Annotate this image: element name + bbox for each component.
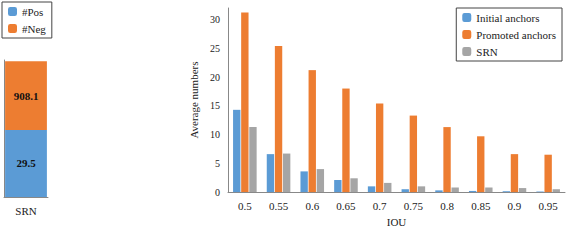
svg-text:0.6: 0.6 [305, 200, 319, 212]
svg-text:#Neg: #Neg [22, 23, 46, 35]
svg-text:#Pos: #Pos [22, 6, 43, 18]
svg-text:0: 0 [215, 187, 220, 198]
svg-text:0.75: 0.75 [404, 200, 424, 212]
svg-text:Average numbers: Average numbers [188, 62, 200, 139]
svg-text:SRN: SRN [15, 205, 36, 217]
svg-text:908.1: 908.1 [14, 90, 39, 102]
svg-text:0.95: 0.95 [539, 200, 559, 212]
svg-text:IOU: IOU [387, 216, 407, 228]
svg-text:0.7: 0.7 [373, 200, 387, 212]
svg-text:30: 30 [210, 14, 220, 25]
svg-text:0.8: 0.8 [440, 200, 454, 212]
svg-text:29.5: 29.5 [16, 157, 36, 169]
svg-text:Initial anchors: Initial anchors [476, 12, 539, 24]
svg-text:0.5: 0.5 [238, 200, 252, 212]
svg-text:5: 5 [215, 158, 220, 169]
svg-text:20: 20 [210, 72, 220, 83]
svg-text:SRN: SRN [476, 46, 497, 58]
svg-text:Promoted anchors: Promoted anchors [476, 29, 556, 41]
svg-text:0.65: 0.65 [336, 200, 356, 212]
svg-text:15: 15 [210, 100, 220, 111]
svg-text:0.9: 0.9 [508, 200, 522, 212]
svg-text:0.55: 0.55 [269, 200, 289, 212]
svg-text:10: 10 [210, 129, 220, 140]
svg-text:25: 25 [210, 43, 220, 54]
svg-text:0.85: 0.85 [471, 200, 491, 212]
